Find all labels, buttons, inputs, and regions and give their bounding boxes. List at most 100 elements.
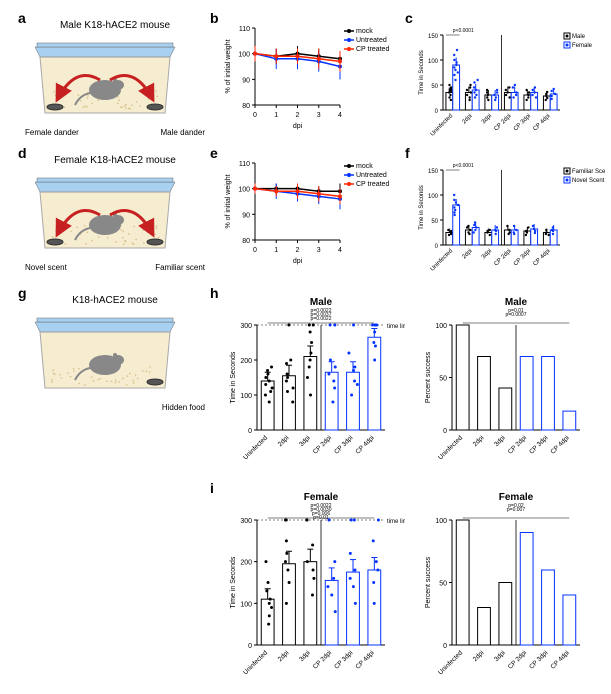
svg-text:2dpi: 2dpi — [472, 649, 486, 663]
svg-text:3: 3 — [317, 112, 321, 119]
svg-text:Time in Seconds: Time in Seconds — [230, 556, 237, 608]
svg-text:Percent success: Percent success — [425, 556, 432, 608]
label-c: c — [405, 10, 413, 26]
svg-text:50: 50 — [431, 84, 438, 90]
svg-text:p=0.0007: p=0.0007 — [506, 312, 527, 318]
svg-text:Untreated: Untreated — [356, 172, 387, 179]
svg-text:CP 2dpi: CP 2dpi — [507, 649, 528, 670]
svg-text:Novel Scent: Novel Scent — [572, 178, 605, 184]
svg-text:2dpi: 2dpi — [461, 248, 473, 260]
svg-text:Uninfected: Uninfected — [242, 649, 269, 676]
chart-i-left: Female0100200300Time in Secondstime limi… — [225, 490, 405, 680]
svg-text:300: 300 — [240, 518, 252, 525]
svg-text:p=0.007: p=0.007 — [507, 507, 525, 513]
svg-text:mock: mock — [356, 163, 373, 170]
svg-text:2: 2 — [296, 112, 300, 119]
svg-text:110: 110 — [239, 26, 250, 33]
svg-text:50: 50 — [439, 581, 447, 588]
svg-text:p=0.0022: p=0.0022 — [311, 316, 332, 322]
svg-text:CP 2dpi: CP 2dpi — [507, 434, 528, 455]
svg-text:2dpi: 2dpi — [472, 434, 486, 448]
svg-text:200: 200 — [240, 358, 252, 365]
svg-text:CP 3dpi: CP 3dpi — [528, 649, 549, 670]
svg-text:CP 4dpi: CP 4dpi — [355, 649, 376, 670]
chart-h-left: Male0100200300Time in Secondstime limitp… — [225, 295, 405, 465]
svg-text:CP treated: CP treated — [356, 181, 389, 188]
chart-b: 809010011001234% of initial weightdpimoc… — [220, 20, 390, 130]
cage-d-svg — [25, 170, 185, 260]
cage-d-left-label: Novel scent — [25, 263, 67, 272]
label-h: h — [210, 285, 219, 301]
svg-text:100: 100 — [428, 194, 439, 200]
svg-text:3dpi: 3dpi — [481, 113, 493, 125]
svg-text:CP 3dpi: CP 3dpi — [333, 434, 354, 455]
svg-text:3dpi: 3dpi — [481, 248, 493, 260]
svg-text:% of initial weight: % of initial weight — [225, 174, 232, 228]
cage-d: Female K18-hACE2 mouse Novel scent Famil… — [25, 155, 205, 275]
svg-text:3: 3 — [317, 247, 321, 254]
svg-text:CP 2dpi: CP 2dpi — [312, 434, 333, 455]
svg-text:Male: Male — [505, 297, 528, 308]
svg-text:2dpi: 2dpi — [461, 113, 473, 125]
svg-text:dpi: dpi — [293, 123, 303, 130]
svg-text:3dpi: 3dpi — [298, 649, 312, 663]
svg-text:0: 0 — [253, 247, 257, 254]
svg-text:90: 90 — [242, 212, 250, 219]
label-i: i — [210, 480, 214, 496]
svg-text:CP 4dpi: CP 4dpi — [532, 113, 551, 132]
chart-i-right: Female050100Percent successp=0.02p=0.007… — [420, 490, 600, 680]
svg-text:3dpi: 3dpi — [298, 434, 312, 448]
cage-g-svg — [25, 310, 185, 400]
cage-a-left-label: Female dander — [25, 128, 79, 137]
svg-text:100: 100 — [428, 59, 439, 65]
svg-text:150: 150 — [428, 169, 439, 175]
svg-text:Time in Seconds: Time in Seconds — [419, 185, 425, 229]
chart-c: 050100150Time in Secondsp<0.0001Uninfect… — [415, 20, 605, 140]
svg-text:CP 3dpi: CP 3dpi — [528, 434, 549, 455]
svg-text:0: 0 — [435, 109, 439, 115]
svg-text:Time in Seconds: Time in Seconds — [419, 50, 425, 94]
cage-d-right-label: Familiar scent — [155, 263, 205, 272]
svg-text:50: 50 — [439, 376, 447, 383]
cage-d-title: Female K18-hACE2 mouse — [25, 155, 205, 166]
svg-text:110: 110 — [239, 161, 250, 168]
svg-text:time limit: time limit — [387, 519, 405, 525]
svg-text:Uninfected: Uninfected — [242, 434, 269, 461]
svg-text:p<0.0001: p<0.0001 — [453, 163, 474, 169]
svg-text:Uninfected: Uninfected — [437, 434, 464, 461]
svg-text:0: 0 — [443, 643, 447, 650]
cage-g-right-label: Hidden food — [162, 403, 205, 412]
svg-text:4: 4 — [338, 112, 342, 119]
svg-text:CP 3dpi: CP 3dpi — [513, 113, 532, 132]
svg-text:CP 3dpi: CP 3dpi — [513, 248, 532, 267]
svg-text:CP 4dpi: CP 4dpi — [550, 649, 571, 670]
svg-text:3dpi: 3dpi — [493, 434, 507, 448]
label-f: f — [405, 145, 410, 161]
svg-text:0: 0 — [253, 112, 257, 119]
label-e: e — [210, 145, 218, 161]
svg-text:80: 80 — [242, 103, 250, 110]
svg-text:3dpi: 3dpi — [493, 649, 507, 663]
svg-text:CP 2dpi: CP 2dpi — [312, 649, 333, 670]
cage-g-title: K18-hACE2 mouse — [25, 295, 205, 306]
svg-text:2: 2 — [296, 247, 300, 254]
svg-text:100: 100 — [435, 518, 447, 525]
svg-text:50: 50 — [431, 219, 438, 225]
svg-text:CP 3dpi: CP 3dpi — [333, 649, 354, 670]
svg-text:CP 4dpi: CP 4dpi — [550, 434, 571, 455]
svg-text:% of initial weight: % of initial weight — [225, 39, 232, 93]
cage-a-right-label: Male dander — [161, 128, 205, 137]
svg-text:80: 80 — [242, 238, 250, 245]
svg-text:2dpi: 2dpi — [277, 649, 291, 663]
svg-text:Male: Male — [310, 297, 333, 308]
svg-text:CP 2dpi: CP 2dpi — [493, 248, 512, 267]
svg-text:100: 100 — [435, 323, 447, 330]
cage-a-title: Male K18-hACE2 mouse — [25, 20, 205, 31]
svg-text:Male: Male — [572, 34, 586, 40]
svg-text:dpi: dpi — [293, 258, 303, 265]
svg-text:CP 4dpi: CP 4dpi — [532, 248, 551, 267]
svg-text:100: 100 — [240, 393, 252, 400]
svg-text:0: 0 — [443, 428, 447, 435]
svg-text:0: 0 — [248, 428, 252, 435]
svg-text:1: 1 — [274, 112, 278, 119]
